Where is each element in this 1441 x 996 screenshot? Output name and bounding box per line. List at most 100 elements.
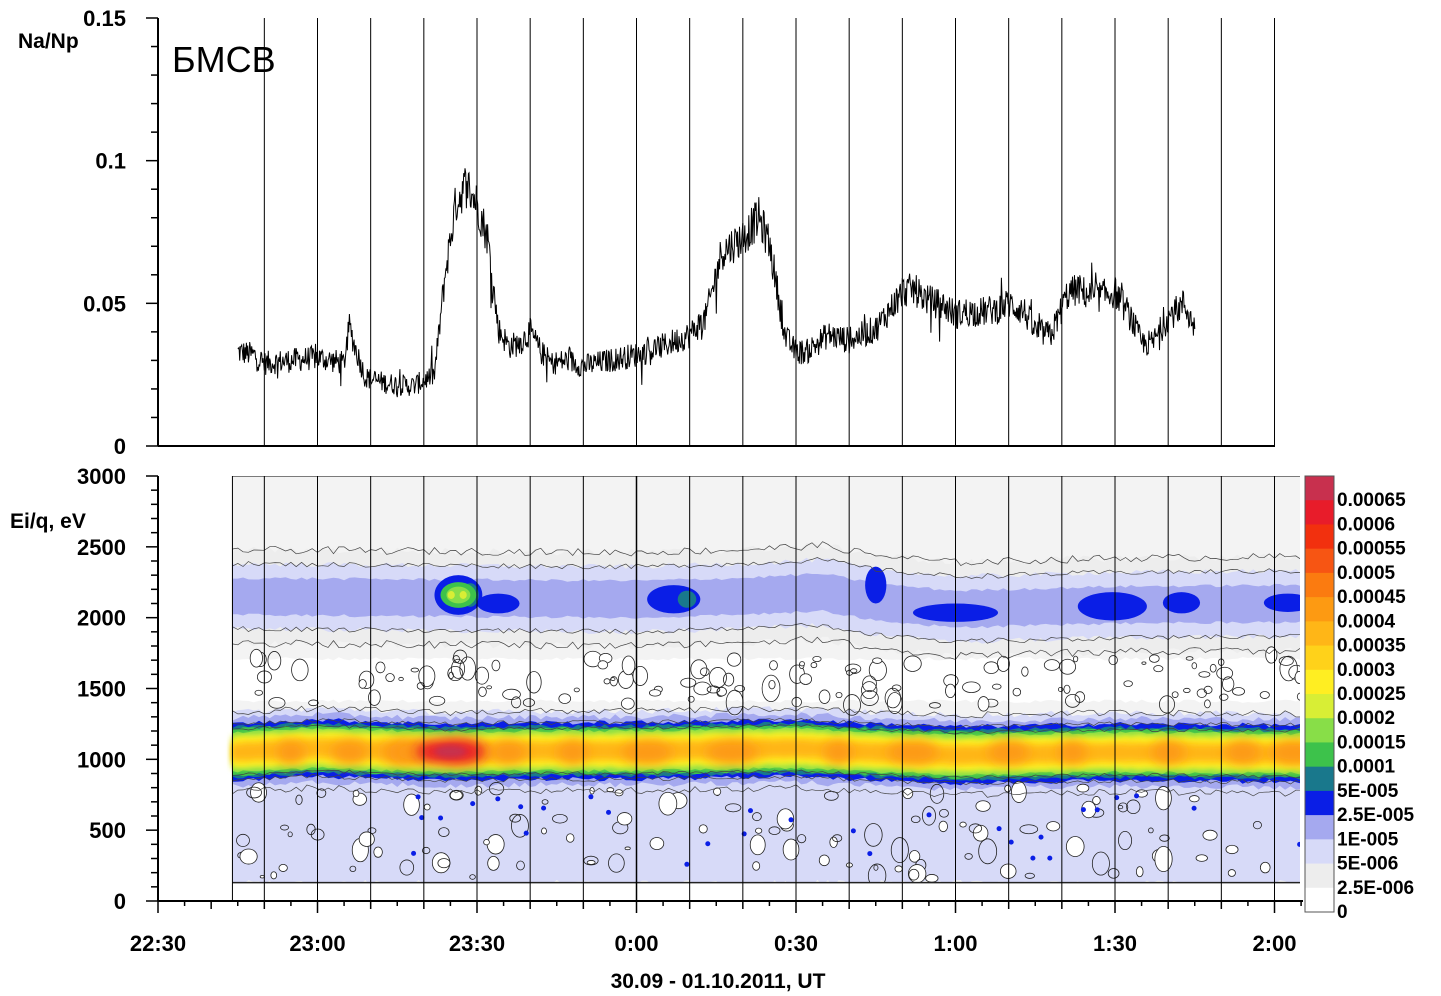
contour-speck (843, 694, 861, 716)
contour-speck (1149, 654, 1160, 663)
contour-speck (768, 680, 776, 690)
blue-speck (1191, 805, 1197, 811)
bottom-xtick-label: 1:00 (933, 931, 977, 956)
top-axes: 0 0.05 0.1 0.15 (83, 6, 1275, 459)
contour-speck (308, 699, 319, 707)
contour-speck (526, 671, 542, 694)
contour-speck (603, 678, 611, 685)
contour-speck (358, 831, 375, 847)
contour-speck (959, 821, 967, 828)
contour-speck (246, 786, 262, 799)
contour-speck (975, 800, 991, 812)
contour-speck (708, 667, 727, 689)
peak-blob (865, 566, 887, 604)
blue-speck (1038, 834, 1044, 840)
contour-speck (977, 696, 990, 712)
blue-speck (705, 841, 711, 847)
band-hotspot (1058, 740, 1087, 765)
blue-speck (495, 796, 501, 802)
colorbar-label: 0.0006 (1337, 514, 1395, 535)
contour-speck (818, 854, 830, 867)
blue-speck (867, 851, 873, 857)
contour-speck (558, 693, 572, 704)
contour-speck (1065, 836, 1085, 857)
contour-speck (929, 702, 941, 709)
bottom-y-axis-label: Ei/q, eV (10, 510, 86, 533)
bottom-xtick-label: 1:30 (1093, 931, 1137, 956)
contour-speck (894, 865, 903, 873)
contour-speck (403, 793, 420, 816)
peak-blob (1263, 593, 1300, 612)
contour-speck (429, 695, 446, 706)
blue-speck (684, 861, 690, 867)
colorbar-swatch (1305, 548, 1334, 574)
contour-speck (421, 846, 431, 855)
blue-speck (606, 809, 612, 815)
colorbar-label: 0.0005 (1337, 563, 1396, 584)
contour-speck (1203, 685, 1213, 694)
contour-speck (1252, 820, 1262, 830)
contour-speck (734, 685, 746, 693)
contour-speck (368, 689, 381, 706)
colorbar-label: 1E-005 (1337, 829, 1399, 850)
contour-speck (1159, 695, 1175, 714)
bottom-ytick-label: 3000 (77, 464, 126, 489)
contour-speck (810, 662, 818, 669)
contour-speck (799, 673, 812, 685)
contour-speck (1059, 658, 1077, 675)
contour-speck (1259, 861, 1271, 874)
ratio-series (237, 168, 1196, 398)
contour-speck (1019, 824, 1039, 835)
contour-speck (608, 853, 625, 873)
colorbar-label: 2.5E-005 (1337, 805, 1415, 826)
contour-speck (723, 672, 735, 687)
contour-speck (236, 833, 250, 847)
blue-speck (1047, 855, 1053, 861)
contour-speck (552, 813, 568, 824)
contour-speck (978, 838, 998, 865)
contour-speck (992, 683, 1002, 690)
colorbar-swatch (1305, 839, 1334, 865)
contour-speck (1191, 662, 1198, 670)
contour-speck (725, 803, 742, 813)
band-hotspot (490, 740, 528, 765)
contour-speck (1171, 691, 1179, 698)
contour-speck (478, 686, 487, 697)
contour-speck (1296, 692, 1300, 701)
band-hotspot (887, 740, 939, 765)
contour-speck (690, 659, 708, 680)
blue-speck (438, 815, 444, 821)
contour-speck (306, 823, 316, 836)
contour-speck (385, 673, 395, 683)
blue-speck (411, 850, 417, 856)
contour-speck (486, 834, 505, 855)
peak-blob-core (447, 591, 455, 599)
blue-speck (926, 812, 932, 818)
colorbar-label: 0.00035 (1337, 636, 1406, 657)
band-hotspot (276, 740, 306, 765)
blue-speck (1080, 807, 1086, 813)
contour-speck (1148, 827, 1154, 834)
contour-speck (752, 861, 761, 871)
colorbar-label: 5E-006 (1337, 854, 1398, 875)
contour-speck (755, 827, 763, 834)
contour-speck (1126, 799, 1141, 815)
contour-speck (902, 788, 914, 799)
contour-speck (1183, 687, 1191, 694)
contour-speck (597, 660, 609, 670)
contour-speck (541, 827, 547, 835)
colorbar-label: 2.5E-006 (1337, 878, 1414, 899)
band-hotspot (705, 740, 759, 765)
contour-speck (606, 787, 615, 793)
contour-speck (910, 815, 921, 824)
heatmap-area (231, 476, 1300, 901)
contour-speck (452, 655, 460, 664)
colorbar-swatch (1305, 863, 1334, 889)
contour-speck (1135, 866, 1144, 878)
contour-speck (418, 665, 436, 687)
contour-speck (1012, 687, 1022, 697)
contour-speck (1198, 671, 1211, 678)
contour-speck (1091, 851, 1110, 876)
contour-speck (1216, 666, 1234, 680)
